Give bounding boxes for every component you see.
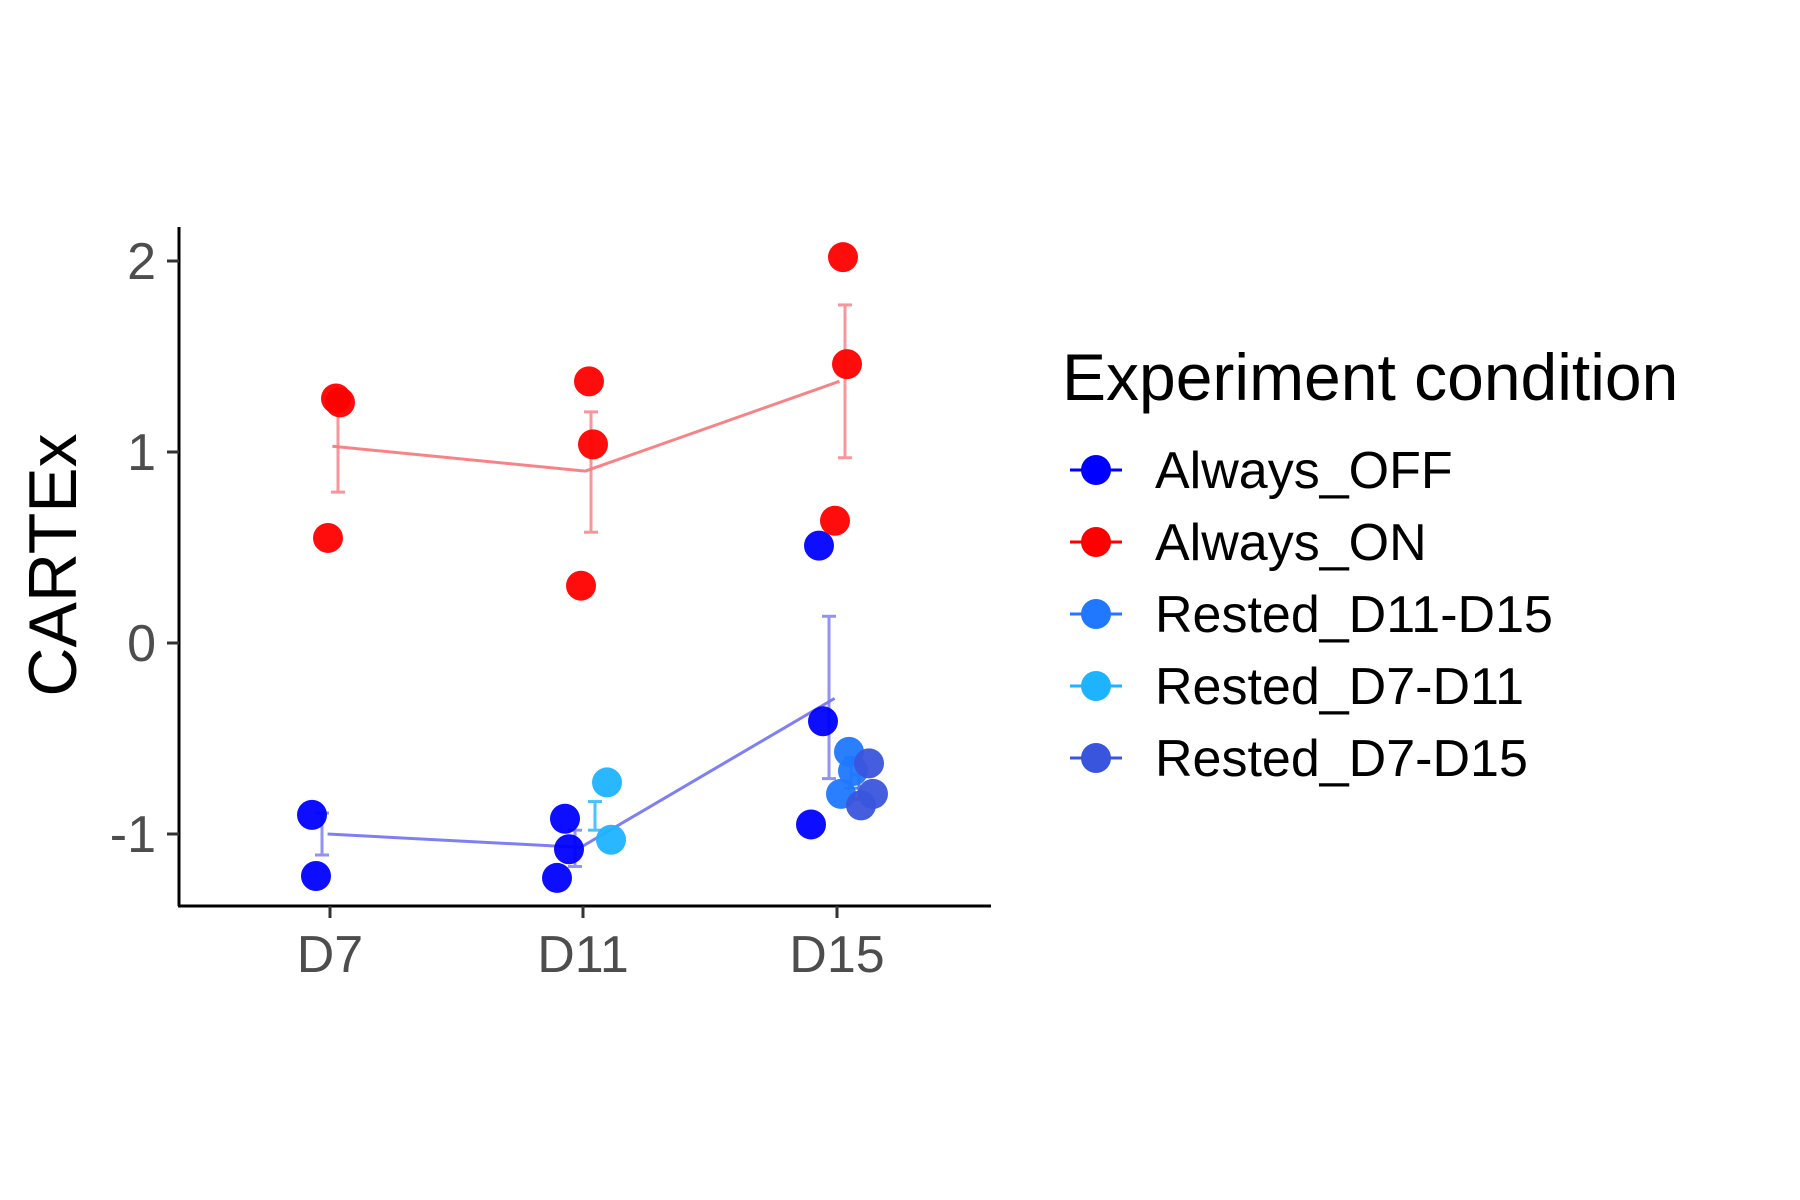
legend-item: Rested_D11-D15 [1070, 586, 1553, 644]
legend-key-dot [1081, 527, 1111, 557]
error-bar [822, 614, 836, 781]
plot-area [297, 242, 888, 893]
data-point [592, 767, 622, 798]
legend-key-dot [1081, 743, 1111, 773]
trend-line [327, 697, 836, 849]
error-bar [588, 800, 602, 832]
ticks: -1 0 1 2 D7 D11 D15 [110, 233, 885, 984]
legend-title: Experiment condition [1062, 340, 1678, 414]
data-point [832, 349, 862, 380]
data-point [808, 706, 838, 737]
legend-label: Always_OFF [1155, 442, 1453, 500]
data-point [542, 862, 572, 893]
legend-item: Rested_D7-D15 [1070, 730, 1528, 788]
data-point [301, 861, 331, 892]
x-tick-label: D15 [789, 926, 884, 984]
legend-key-dot [1081, 599, 1111, 629]
legend-item: Always_OFF [1070, 442, 1453, 500]
legend-label: Always_ON [1155, 514, 1427, 572]
legend-label: Rested_D7-D15 [1155, 730, 1528, 788]
data-point [566, 570, 596, 601]
data-point [550, 803, 580, 834]
data-point [574, 366, 604, 397]
error-bar [838, 303, 852, 460]
data-point [325, 387, 355, 418]
legend-key-dot [1081, 671, 1111, 701]
legend-label: Rested_D11-D15 [1155, 586, 1553, 644]
data-point [297, 799, 327, 830]
legend-item: Rested_D7-D11 [1070, 658, 1524, 716]
data-point [846, 790, 876, 821]
data-point [554, 834, 584, 865]
x-tick-label: D11 [537, 926, 629, 984]
legend-label: Rested_D7-D11 [1155, 658, 1524, 716]
legend-item: Always_ON [1070, 514, 1427, 572]
data-point [578, 429, 608, 460]
y-tick-label: 1 [127, 424, 156, 482]
legend-key-dot [1081, 455, 1111, 485]
data-point [804, 530, 834, 561]
x-tick-label: D7 [297, 926, 363, 984]
y-tick-label: 2 [127, 233, 156, 291]
trend-line [332, 379, 840, 473]
data-point [596, 824, 626, 855]
legend: Experiment condition Always_OFF Always_ON… [1062, 340, 1678, 788]
data-point [820, 505, 850, 536]
data-point [828, 242, 858, 273]
y-axis-title: CARTEx [15, 433, 91, 696]
data-point [313, 522, 343, 553]
data-point [796, 809, 826, 840]
y-tick-label: -1 [110, 806, 156, 864]
data-point [854, 748, 884, 779]
y-tick-label: 0 [127, 615, 156, 673]
